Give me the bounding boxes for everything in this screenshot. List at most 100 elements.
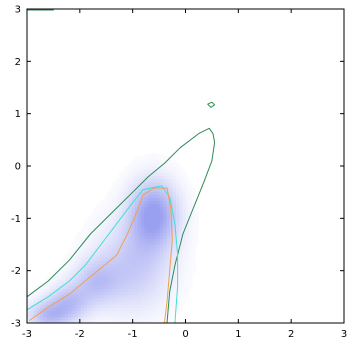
density-cell [163, 197, 168, 202]
density-cell [172, 213, 177, 217]
density-cell [156, 269, 161, 274]
density-cell [77, 307, 82, 312]
density-cell [131, 187, 136, 192]
density-cell [188, 194, 193, 198]
density-cell [58, 304, 63, 308]
density-cell [169, 200, 174, 205]
density-cell [179, 263, 183, 268]
density-cell [128, 313, 133, 318]
density-cell [87, 257, 91, 261]
density-cell [144, 194, 149, 198]
density-cell [61, 257, 66, 261]
density-cell [166, 213, 171, 217]
density-cell [182, 291, 187, 296]
density-cell [175, 304, 180, 308]
density-cell [90, 231, 95, 236]
density-cell [68, 301, 72, 305]
density-cell [172, 181, 177, 186]
density-cell [39, 316, 44, 321]
density-cell [144, 156, 149, 161]
density-cell [71, 269, 76, 274]
density-cell [90, 250, 95, 255]
density-cell [33, 319, 38, 323]
density-cell [153, 203, 158, 208]
density-cell [128, 275, 133, 280]
density-cell [172, 310, 177, 315]
density-cell [96, 316, 101, 321]
density-cell [112, 219, 117, 224]
density-cell [106, 253, 111, 258]
density-cell [141, 297, 145, 302]
density-cell [96, 288, 101, 293]
density-cell [112, 206, 117, 211]
density-cell [77, 260, 82, 264]
density-cell [49, 279, 53, 283]
density-cell [118, 316, 123, 321]
density-cell [185, 260, 190, 264]
density-cell [134, 263, 139, 268]
density-cell [77, 282, 82, 286]
density-cell [160, 269, 164, 274]
density-cell [46, 291, 50, 296]
density-cell [150, 241, 155, 246]
density-cell [134, 213, 139, 217]
density-cell [109, 285, 114, 290]
density-cell [175, 291, 180, 296]
density-cell [182, 200, 187, 205]
density-cell [125, 250, 130, 255]
density-cell [90, 241, 95, 246]
density-cell [115, 231, 120, 236]
density-cell [109, 316, 114, 321]
density-cell [131, 219, 136, 224]
density-cell [147, 263, 152, 268]
density-cell [80, 244, 85, 249]
density-cell [128, 169, 133, 173]
density-cell [122, 250, 126, 255]
density-cell [137, 297, 142, 302]
density-cell [163, 238, 168, 242]
density-cell [144, 162, 149, 167]
density-cell [160, 288, 164, 293]
density-cell [112, 316, 117, 321]
density-cell [156, 175, 161, 180]
density-cell [77, 247, 82, 252]
density-cell [30, 294, 34, 299]
density-cell [175, 169, 180, 173]
density-cell [96, 228, 101, 233]
density-cell [147, 266, 152, 271]
density-cell [52, 319, 57, 323]
density-cell [46, 275, 50, 280]
density-cell [109, 272, 114, 277]
density-cell [153, 222, 158, 227]
density-cell [39, 297, 44, 302]
density-cell [163, 162, 168, 167]
density-cell [55, 285, 60, 290]
density-cell [115, 194, 120, 198]
density-cell [125, 219, 130, 224]
density-cell [147, 197, 152, 202]
density-cell [93, 319, 98, 323]
density-cell [128, 184, 133, 189]
density-cell [131, 257, 136, 261]
density-cell [160, 294, 164, 299]
density-cell [131, 282, 136, 286]
density-cell [58, 294, 63, 299]
density-cell [77, 279, 82, 283]
density-cell [153, 194, 158, 198]
density-cell [115, 206, 120, 211]
density-cell [55, 275, 60, 280]
density-cell [191, 209, 196, 214]
density-cell [134, 156, 139, 161]
contour-line-0 [27, 127, 216, 323]
density-cell [115, 235, 120, 239]
density-cell [106, 238, 111, 242]
density-cell [122, 275, 126, 280]
density-cell [150, 269, 155, 274]
density-cell [84, 231, 88, 236]
density-cell [179, 219, 183, 224]
density-cell [185, 181, 190, 186]
density-cell [137, 263, 142, 268]
density-cell [147, 275, 152, 280]
density-cell [106, 266, 111, 271]
